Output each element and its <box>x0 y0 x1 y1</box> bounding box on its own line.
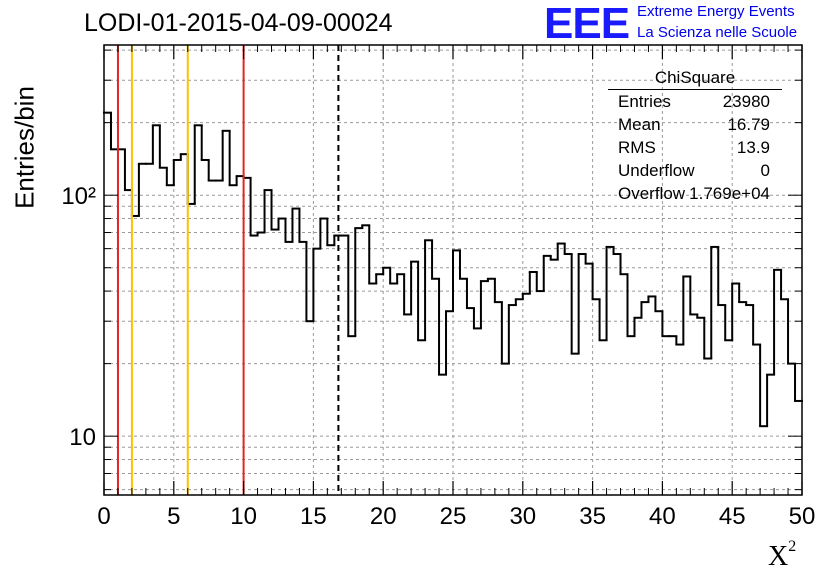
stats-key: Underflow <box>618 161 695 180</box>
stats-title: ChiSquare <box>608 66 782 90</box>
brand-line-2: La Scienza nelle Scuole <box>637 24 798 41</box>
tick-labels: 0 5 10 15 20 25 30 35 40 45 50 10 10² <box>61 183 815 530</box>
x-tick-label: 0 <box>97 503 110 530</box>
axes-frame <box>103 44 803 496</box>
y-axis-label-box: Entries/bin <box>2 86 42 209</box>
histogram <box>103 111 803 428</box>
x-tick-label: 15 <box>300 503 327 530</box>
y-tick-label: 10² <box>61 183 96 210</box>
stats-row-overflow: Overflow 1.769e+04 <box>612 182 776 205</box>
x-tick-label: 45 <box>719 503 746 530</box>
reference-lines <box>116 45 340 495</box>
x-tick-label: 30 <box>509 503 536 530</box>
stats-box: ChiSquare Entries 23980 Mean 16.79 RMS 1… <box>608 66 782 205</box>
stats-value: 13.9 <box>736 138 770 157</box>
eee-logo: EEE <box>544 0 630 48</box>
plot-title: LODI-01-2015-04-09-00024 <box>84 9 393 37</box>
grid-layer <box>104 45 802 495</box>
x-tick-label: 5 <box>167 503 180 530</box>
stats-key: RMS <box>618 138 656 157</box>
x-tick-label: 25 <box>440 503 467 530</box>
stats-key: Overflow <box>618 184 686 203</box>
y-tick-label: 10 <box>69 424 96 451</box>
stats-key: Entries <box>618 92 671 111</box>
stats-row-mean: Mean 16.79 <box>612 113 776 136</box>
x-tick-label: 35 <box>579 503 606 530</box>
x-tick-label: 50 <box>789 503 816 530</box>
y-axis-label: Entries/bin <box>9 86 40 209</box>
x-tick-label: 10 <box>230 503 257 530</box>
stats-value: 23980 <box>722 92 770 111</box>
stats-value: 16.79 <box>727 115 770 134</box>
stats-value: 0 <box>760 161 770 180</box>
x-axis-label: X2 <box>768 538 797 572</box>
stats-row-entries: Entries 23980 <box>612 90 776 113</box>
stats-value: 1.769e+04 <box>689 184 770 203</box>
x-tick-label: 20 <box>370 503 397 530</box>
stats-row-underflow: Underflow 0 <box>612 159 776 182</box>
stats-key: Mean <box>618 115 661 134</box>
stats-row-rms: RMS 13.9 <box>612 136 776 159</box>
x-tick-label: 40 <box>649 503 676 530</box>
brand-line-1: Extreme Energy Events <box>637 3 795 20</box>
